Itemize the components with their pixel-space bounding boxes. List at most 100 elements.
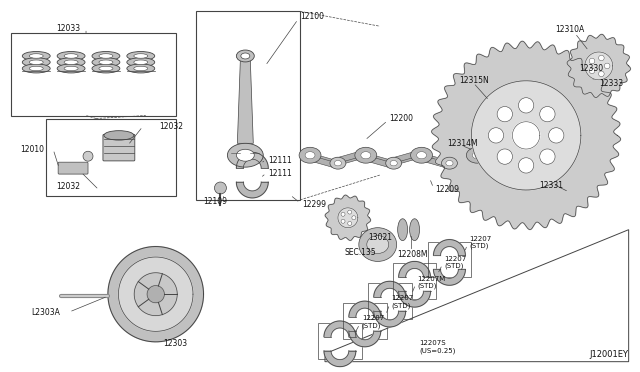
- Ellipse shape: [355, 147, 377, 163]
- Polygon shape: [374, 311, 406, 327]
- Text: 12207S
(US=0.25): 12207S (US=0.25): [420, 340, 456, 353]
- Ellipse shape: [92, 58, 120, 67]
- Ellipse shape: [99, 60, 113, 64]
- Polygon shape: [118, 257, 193, 331]
- Polygon shape: [399, 291, 431, 307]
- Text: L2303A: L2303A: [31, 308, 60, 317]
- Polygon shape: [236, 152, 268, 168]
- Bar: [12, 33, 175, 116]
- Ellipse shape: [22, 64, 50, 73]
- Polygon shape: [431, 41, 621, 230]
- Polygon shape: [304, 151, 332, 167]
- Text: 12330: 12330: [579, 64, 603, 73]
- Ellipse shape: [330, 157, 346, 169]
- Ellipse shape: [127, 58, 155, 67]
- Polygon shape: [567, 34, 630, 97]
- Ellipse shape: [390, 160, 397, 166]
- Polygon shape: [444, 151, 471, 167]
- Circle shape: [518, 98, 534, 113]
- Circle shape: [348, 210, 352, 214]
- Ellipse shape: [472, 152, 483, 159]
- Text: 12109: 12109: [204, 198, 227, 206]
- Ellipse shape: [64, 54, 78, 58]
- FancyBboxPatch shape: [103, 134, 135, 161]
- Polygon shape: [324, 351, 356, 367]
- Ellipse shape: [227, 143, 263, 167]
- Ellipse shape: [241, 53, 250, 59]
- Ellipse shape: [99, 54, 113, 58]
- Text: 12032: 12032: [56, 183, 80, 192]
- Ellipse shape: [305, 152, 315, 159]
- Polygon shape: [513, 122, 540, 149]
- Ellipse shape: [299, 147, 321, 163]
- Polygon shape: [338, 208, 358, 228]
- Text: 12310A: 12310A: [555, 25, 584, 34]
- Polygon shape: [360, 151, 388, 167]
- Ellipse shape: [236, 50, 254, 62]
- Polygon shape: [388, 151, 415, 167]
- Text: 12208M: 12208M: [397, 250, 428, 259]
- Circle shape: [488, 128, 504, 143]
- Ellipse shape: [29, 60, 44, 64]
- Ellipse shape: [361, 152, 371, 159]
- Text: 12333: 12333: [599, 79, 623, 88]
- Text: 12207M
(STD): 12207M (STD): [417, 276, 446, 289]
- Polygon shape: [108, 247, 204, 342]
- Circle shape: [352, 216, 356, 220]
- Circle shape: [348, 221, 352, 225]
- Text: SEC.135: SEC.135: [345, 248, 376, 257]
- Circle shape: [598, 71, 604, 77]
- Circle shape: [518, 158, 534, 173]
- FancyBboxPatch shape: [58, 162, 88, 174]
- Bar: [428, 241, 471, 277]
- Ellipse shape: [334, 160, 342, 166]
- Polygon shape: [585, 52, 612, 80]
- Circle shape: [497, 149, 513, 164]
- Ellipse shape: [134, 66, 148, 71]
- Text: J12001EY: J12001EY: [589, 350, 628, 359]
- Text: 12315N: 12315N: [460, 76, 489, 85]
- Text: 12207
(STD): 12207 (STD): [392, 295, 414, 309]
- Bar: [343, 303, 387, 339]
- Circle shape: [540, 106, 555, 122]
- Text: 12331: 12331: [539, 180, 563, 189]
- Polygon shape: [324, 321, 356, 337]
- Ellipse shape: [57, 51, 85, 60]
- Polygon shape: [476, 81, 576, 190]
- Circle shape: [341, 219, 345, 223]
- Text: 12303: 12303: [164, 339, 188, 348]
- Ellipse shape: [127, 51, 155, 60]
- Polygon shape: [433, 269, 465, 285]
- Text: 12314M: 12314M: [447, 139, 478, 148]
- Ellipse shape: [359, 228, 397, 262]
- Polygon shape: [399, 262, 431, 277]
- Circle shape: [341, 212, 345, 216]
- Ellipse shape: [57, 64, 85, 73]
- Text: 12209: 12209: [435, 186, 460, 195]
- Ellipse shape: [29, 66, 44, 71]
- Ellipse shape: [397, 219, 408, 241]
- Text: 12207
(STD): 12207 (STD): [469, 236, 492, 249]
- Ellipse shape: [29, 54, 44, 58]
- Ellipse shape: [134, 60, 148, 64]
- Ellipse shape: [99, 66, 113, 71]
- Ellipse shape: [417, 152, 426, 159]
- Polygon shape: [134, 273, 177, 315]
- Bar: [196, 11, 300, 200]
- Polygon shape: [433, 240, 465, 256]
- Circle shape: [589, 58, 595, 64]
- Text: 13021: 13021: [368, 233, 392, 242]
- Text: 12010: 12010: [20, 145, 44, 154]
- Circle shape: [604, 63, 610, 69]
- Circle shape: [497, 106, 513, 122]
- Text: 12207
(STD): 12207 (STD): [444, 256, 467, 269]
- Polygon shape: [415, 151, 444, 167]
- Text: 12100: 12100: [300, 12, 324, 21]
- Text: 12299: 12299: [302, 201, 326, 209]
- Ellipse shape: [410, 219, 420, 241]
- Text: 12200: 12200: [390, 114, 413, 123]
- Ellipse shape: [411, 147, 433, 163]
- Polygon shape: [374, 281, 406, 297]
- Ellipse shape: [442, 157, 458, 169]
- Ellipse shape: [127, 64, 155, 73]
